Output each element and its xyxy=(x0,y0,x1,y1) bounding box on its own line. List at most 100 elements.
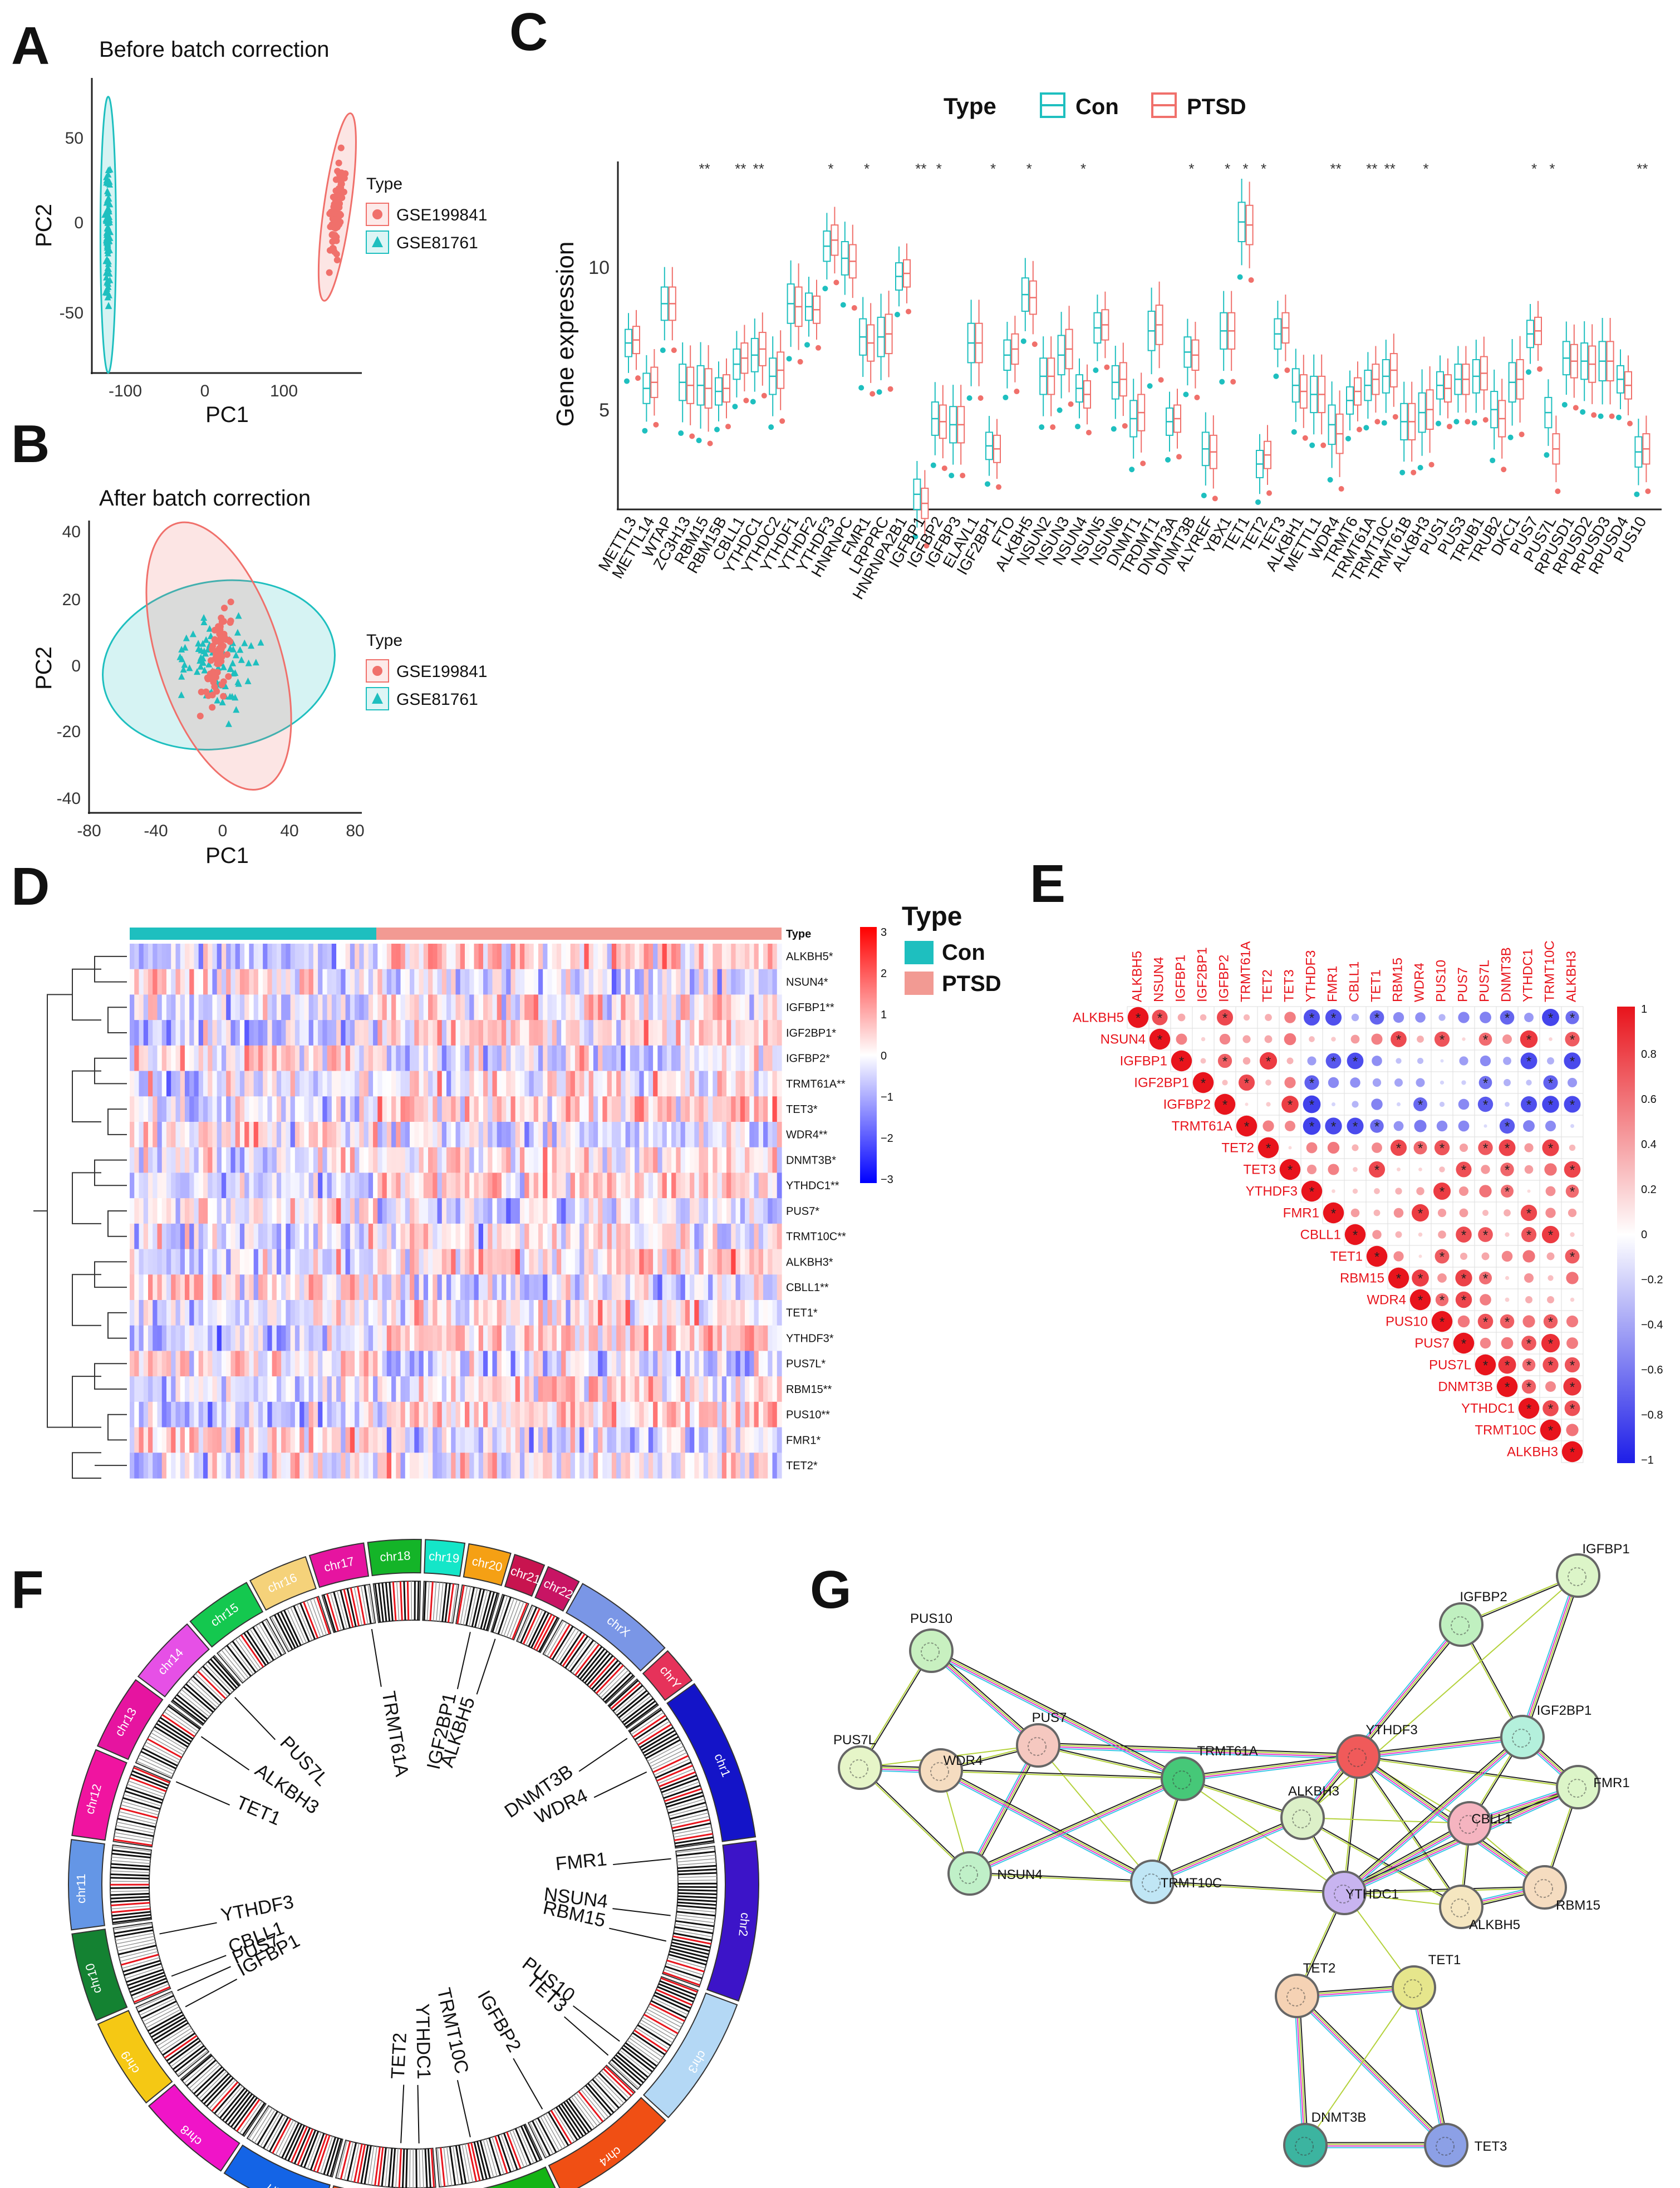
heatmap-cell xyxy=(506,1198,512,1224)
heatmap-cell xyxy=(483,969,488,995)
heatmap-cell xyxy=(143,1325,149,1352)
heatmap-cell xyxy=(400,1020,406,1046)
corr-star: * xyxy=(1244,1120,1249,1135)
ideogram-band xyxy=(251,2108,273,2142)
corr-circle xyxy=(1350,1077,1360,1088)
heatmap-cell xyxy=(419,1401,424,1428)
heatmap-cell xyxy=(713,1325,718,1352)
heatmap-cell xyxy=(510,1401,516,1428)
color-scale-e-tick: 0.4 xyxy=(1641,1139,1657,1151)
ideogram-band xyxy=(674,1833,713,1842)
heatmap-cell xyxy=(602,1249,608,1275)
heatmap-cell xyxy=(666,1427,672,1453)
heatmap-cell xyxy=(419,1223,424,1250)
corr-circle xyxy=(1479,1185,1492,1198)
heatmap-cell xyxy=(294,1274,300,1301)
heatmap-cell xyxy=(768,1325,773,1352)
heatmap-row-label: PUS7L* xyxy=(786,1358,826,1370)
heatmap-cell xyxy=(230,1401,236,1428)
ideogram-band xyxy=(112,1846,151,1852)
heatmap-cell xyxy=(304,1453,310,1479)
outlier-c xyxy=(1561,401,1568,408)
heatmap-cell xyxy=(643,969,649,995)
point-b-gse81761 xyxy=(230,670,237,677)
heatmap-cell xyxy=(313,1122,318,1148)
heatmap-cell xyxy=(433,1045,438,1072)
corr-star: * xyxy=(1526,1337,1531,1352)
heatmap-cell xyxy=(239,1325,245,1352)
panel-label-f: F xyxy=(11,1560,44,1620)
heatmap-cell xyxy=(538,1020,543,1046)
heatmap-cell xyxy=(318,1401,323,1428)
heatmap-cell xyxy=(533,1173,539,1199)
heatmap-cell xyxy=(662,1401,667,1428)
heatmap-cell xyxy=(524,1427,530,1453)
heatmap-cell xyxy=(405,1453,410,1479)
heatmap-cell xyxy=(139,1020,144,1046)
heatmap-cell xyxy=(139,1198,144,1224)
heatmap-cell xyxy=(253,1122,259,1148)
corr-circle xyxy=(1395,1188,1402,1195)
heatmap-cell xyxy=(749,1300,755,1326)
color-scale-e-tick: 0.8 xyxy=(1641,1048,1657,1061)
heatmap-cell xyxy=(566,1351,571,1377)
corr-circle xyxy=(1352,1188,1358,1194)
heatmap-cell xyxy=(391,969,396,995)
heatmap-cell xyxy=(221,1453,227,1479)
corr-star: * xyxy=(1331,1206,1336,1221)
outlier-c xyxy=(840,302,846,308)
heatmap-cell xyxy=(299,1147,304,1174)
heatmap-cell xyxy=(276,1325,282,1352)
heatmap-cell xyxy=(474,1045,479,1072)
heatmap-cell xyxy=(621,1453,626,1479)
outlier-c xyxy=(714,426,720,433)
heatmap-cell xyxy=(524,1122,530,1148)
heatmap-cell xyxy=(570,1198,576,1224)
outlier-c xyxy=(906,308,911,315)
heatmap-cell xyxy=(574,1147,580,1174)
heatmap-cell xyxy=(180,1223,185,1250)
heatmap-cell xyxy=(593,1453,598,1479)
significance-c: ** xyxy=(1384,160,1396,177)
heatmap-cell xyxy=(198,1300,204,1326)
heatmap-cell xyxy=(478,969,484,995)
heatmap-cell xyxy=(749,1249,755,1275)
heatmap-cell xyxy=(423,994,429,1021)
heatmap-cell xyxy=(717,969,723,995)
ideogram-band xyxy=(636,1721,670,1743)
corr-circle xyxy=(1561,1441,1583,1463)
heatmap-cell xyxy=(299,1325,304,1352)
heatmap-cell xyxy=(217,1274,222,1301)
heatmap-cell xyxy=(267,1351,273,1377)
corr-circle xyxy=(1439,1166,1445,1173)
point-b-gse81761 xyxy=(186,664,193,671)
heatmap-cell xyxy=(643,1071,649,1097)
heatmap-cell xyxy=(230,1223,236,1250)
heatmap-cell xyxy=(561,1020,567,1046)
corr-row-label: TET3 xyxy=(1243,1162,1276,1177)
heatmap-cell xyxy=(501,1453,507,1479)
heatmap-cell xyxy=(488,994,493,1021)
corr-star: * xyxy=(1244,1076,1249,1091)
heatmap-cell xyxy=(721,1274,727,1301)
heatmap-cell xyxy=(189,1020,195,1046)
heatmap-cell xyxy=(313,1020,318,1046)
heatmap-cell xyxy=(749,1173,755,1199)
ideogram-band xyxy=(666,1959,705,1973)
heatmap-cell xyxy=(763,1351,768,1377)
corr-circle xyxy=(1306,1164,1317,1175)
heatmap-cell xyxy=(294,1173,300,1199)
heatmap-cell xyxy=(690,1096,695,1122)
ideogram-band xyxy=(446,2147,453,2186)
heatmap-cell xyxy=(189,1376,195,1402)
heatmap-cell xyxy=(148,969,153,995)
corr-circle xyxy=(1505,1102,1510,1107)
ideogram-band xyxy=(658,1983,695,2000)
heatmap-row-label: PUS10** xyxy=(786,1409,830,1421)
corr-circle xyxy=(1301,1180,1323,1202)
heatmap-cell xyxy=(345,1300,351,1326)
ideogram-band xyxy=(571,2096,595,2128)
heatmap-cell xyxy=(763,1147,768,1174)
heatmap-cell xyxy=(621,1147,626,1174)
heatmap-cell xyxy=(639,1147,645,1174)
